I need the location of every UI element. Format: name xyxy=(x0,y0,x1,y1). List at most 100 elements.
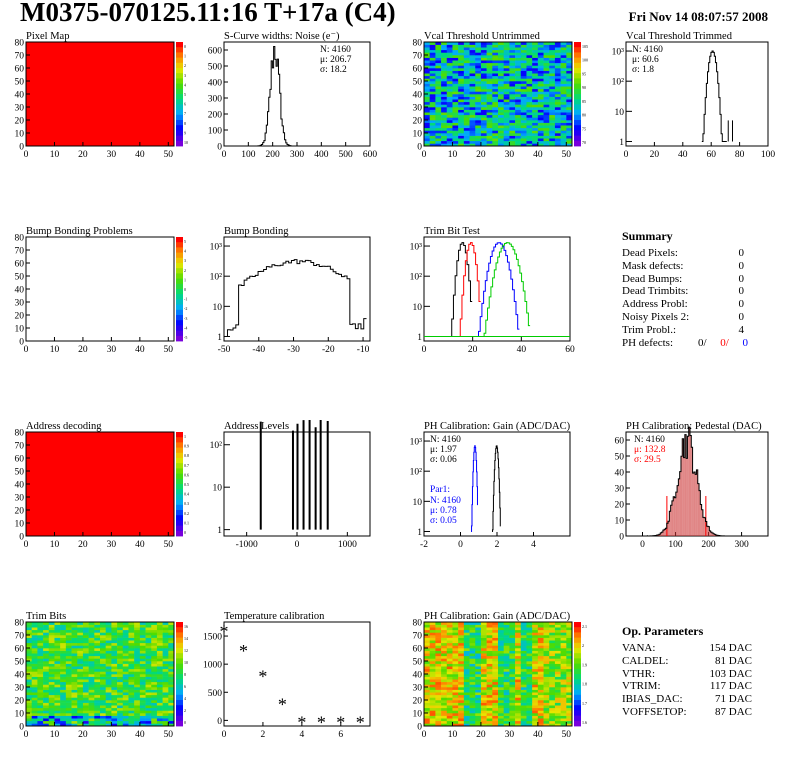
heatmap-cell xyxy=(566,57,573,61)
heatmap-cell xyxy=(54,697,61,701)
heatmap-cell xyxy=(486,42,493,45)
heatmap-cell xyxy=(94,668,101,672)
heatmap-cell xyxy=(82,622,89,625)
heatmap-cell xyxy=(486,710,493,714)
heatmap-cell xyxy=(503,632,510,636)
y-tick-label: 60 xyxy=(15,260,25,270)
heatmap-cell xyxy=(435,622,442,625)
heatmap-cell xyxy=(139,624,146,628)
heatmap-cell xyxy=(475,104,482,108)
heatmap-cell xyxy=(520,720,527,724)
color-scale-step xyxy=(176,140,183,147)
heatmap-cell xyxy=(458,135,465,139)
heatmap-cell xyxy=(435,624,442,628)
heatmap-cell xyxy=(475,658,482,662)
heatmap-cell xyxy=(498,120,504,123)
heatmap-cell xyxy=(526,637,533,641)
heatmap-cell xyxy=(424,109,430,113)
heatmap-cell xyxy=(458,130,465,134)
heatmap-cell xyxy=(498,75,504,79)
heatmap-cell xyxy=(515,109,522,113)
heatmap-cell xyxy=(515,42,522,45)
heatmap-cell xyxy=(498,47,504,51)
heatmap-cell xyxy=(543,668,550,672)
heatmap-cell xyxy=(429,96,436,100)
heatmap-cell xyxy=(71,671,78,675)
heatmap-cell xyxy=(441,674,448,677)
heatmap-cell xyxy=(458,44,465,48)
heatmap-cell xyxy=(532,86,539,90)
heatmap-cell xyxy=(480,122,487,126)
heatmap-cell xyxy=(429,697,436,701)
color-scale-step xyxy=(574,622,581,628)
heatmap-cell xyxy=(503,694,510,698)
heatmap-cell xyxy=(463,94,470,97)
heatmap-cell xyxy=(435,130,442,134)
heatmap-cell xyxy=(480,666,487,670)
heatmap-cell xyxy=(526,49,533,53)
heatmap-cell xyxy=(463,75,470,79)
heatmap-cell xyxy=(65,689,72,693)
heatmap-cell xyxy=(452,130,459,134)
heatmap-cell xyxy=(498,645,504,649)
heatmap-cell xyxy=(537,83,544,87)
heatmap-cell xyxy=(54,635,61,638)
heatmap-cell xyxy=(554,75,561,79)
heatmap-cell xyxy=(139,663,146,667)
heatmap-cell xyxy=(486,78,493,82)
heatmap-cell xyxy=(105,645,112,649)
heatmap-cell xyxy=(566,676,573,680)
heatmap-cell xyxy=(128,715,135,719)
heatmap-cell xyxy=(498,658,504,662)
x-tick-label: 20 xyxy=(78,730,88,740)
heatmap-cell xyxy=(458,707,465,711)
heatmap-cell xyxy=(88,692,95,696)
heatmap-cell xyxy=(435,671,442,675)
heatmap-cell xyxy=(429,127,436,131)
heatmap-cell xyxy=(139,702,146,706)
x-tick-label: 50 xyxy=(562,730,572,740)
heatmap-cell xyxy=(475,718,482,722)
heatmap-cell xyxy=(486,99,493,103)
heatmap-cell xyxy=(560,75,567,79)
heatmap-cell xyxy=(151,637,158,641)
heatmap-cell xyxy=(526,622,533,625)
heatmap-cell xyxy=(435,655,442,659)
heatmap-cell xyxy=(520,700,527,703)
heatmap-cell xyxy=(77,671,84,675)
heatmap-cell xyxy=(117,710,124,714)
heatmap-cell xyxy=(151,700,158,703)
heatmap-cell xyxy=(60,645,67,649)
heatmap-cell xyxy=(48,653,55,657)
heatmap-cell xyxy=(498,83,504,87)
heatmap-cell xyxy=(486,666,493,670)
heatmap-cell xyxy=(145,715,152,719)
color-scale-label: 0.6 xyxy=(184,472,189,477)
heatmap-cell xyxy=(452,83,459,87)
heatmap-cell xyxy=(441,694,448,698)
heatmap-cell xyxy=(543,661,550,664)
op-param-row: VTRIM: 117 DAC xyxy=(622,680,752,693)
heatmap-cell xyxy=(43,692,50,696)
heatmap-cell xyxy=(543,676,550,680)
heatmap-cell xyxy=(54,692,61,696)
heatmap-cell xyxy=(452,648,459,651)
heatmap-cell xyxy=(122,635,129,638)
heatmap-cell xyxy=(480,650,487,654)
heatmap-cell xyxy=(486,96,493,100)
heatmap-cell xyxy=(145,622,152,625)
heatmap-cell xyxy=(71,655,78,659)
heatmap-cell xyxy=(520,663,527,667)
ph-defects-value-2: 0/ xyxy=(720,336,729,349)
heatmap-cell xyxy=(520,73,527,77)
heatmap-cell xyxy=(498,42,504,45)
y-tick-label: 20 xyxy=(15,312,25,322)
heatmap-cell xyxy=(515,632,522,636)
y-tick-label: 0 xyxy=(19,533,24,543)
heatmap-cell xyxy=(128,674,135,677)
heatmap-cell xyxy=(526,47,533,51)
heatmap-cell xyxy=(560,640,567,644)
x-tick-label: 50 xyxy=(562,150,572,160)
heatmap-cell xyxy=(54,624,61,628)
heatmap-cell xyxy=(111,702,118,706)
